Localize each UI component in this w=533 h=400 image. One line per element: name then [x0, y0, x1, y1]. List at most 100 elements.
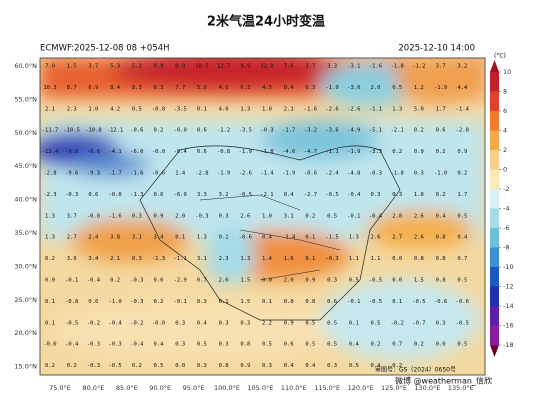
grid-value: 10.5 [195, 64, 208, 70]
grid-value: 1.2 [414, 85, 424, 91]
grid-value: 3.1 [132, 235, 142, 241]
grid-value: 6.3 [154, 85, 164, 91]
grid-value: 4.4 [457, 85, 468, 91]
grid-value: 2.0 [284, 278, 294, 284]
grid-value: 0.6 [88, 192, 98, 198]
colorbar-segment [490, 228, 499, 248]
grid-value: 3.1 [284, 213, 294, 219]
grid-value: -10.5 [63, 128, 80, 134]
grid-value: 0.2 [457, 171, 467, 177]
grid-value: -0.0 [108, 192, 121, 198]
grid-value: -0.6 [304, 171, 317, 177]
grid-value: -1.5 [325, 235, 338, 241]
grid-value: 1.0 [262, 106, 272, 112]
grid-value: 0.2 [45, 256, 55, 262]
grid-value: 0.5 [327, 320, 337, 326]
grid-value: -1.3 [130, 192, 143, 198]
lon-label: 105.0°E [247, 384, 273, 392]
colorbar-segment [490, 189, 499, 209]
grid-value: 4.2 [110, 106, 120, 112]
grid-value: 0.9 [457, 149, 467, 155]
grid-value: 3.4 [154, 235, 165, 241]
grid-value: -4.9 [347, 128, 360, 134]
grid-value: -0.8 [217, 149, 230, 155]
grid-value: 12.7 [217, 64, 230, 70]
grid-value: 1.5 [240, 278, 250, 284]
grid-value: -2.8 [195, 171, 208, 177]
grid-value: -0.1 [347, 299, 360, 305]
grid-value: 0.4 [349, 342, 360, 348]
grid-value: -1.2 [217, 128, 230, 134]
grid-value: -1.7 [108, 171, 121, 177]
grid-value: 2.6 [219, 278, 229, 284]
colorbar-label: 4 [503, 127, 507, 135]
grid-value: -0.3 [65, 192, 78, 198]
grid-value: -0.4 [130, 342, 144, 348]
grid-value: 0.7 [457, 256, 467, 262]
grid-value: 4.0 [219, 106, 229, 112]
grid-value: 0.1 [392, 299, 402, 305]
grid-value: 2.7 [392, 235, 402, 241]
approval: 审图号：GS（2024）0650号 [375, 366, 456, 374]
lat-label: 45.0°N [14, 162, 37, 170]
grid-value: 1.1 [349, 256, 359, 262]
grid-value: -0.3 [195, 213, 208, 219]
grid-value: -2.1 [391, 128, 404, 134]
grid-value: 0.3 [371, 192, 381, 198]
grid-value: 1.3 [392, 106, 402, 112]
grid-value: -1.9 [282, 171, 295, 177]
grid-value: 1.3 [45, 213, 55, 219]
grid-value: 0.8 [219, 363, 229, 369]
grid-value: -3.3 [369, 149, 382, 155]
grid-value: -6.0 [174, 192, 187, 198]
lon-label: 100.0°E [214, 384, 240, 392]
grid-value: -1.4 [260, 171, 274, 177]
colorbar-label: 10 [503, 68, 511, 76]
grid-value: 0.6 [154, 192, 164, 198]
grid-value: 0.5 [327, 213, 337, 219]
lat-label: 35.0°N [14, 229, 37, 237]
grid-value: 1.3 [240, 106, 250, 112]
grid-value: 1.5 [414, 278, 424, 284]
lat-label: 50.0°N [14, 129, 37, 137]
grid-value: 0.2 [45, 363, 55, 369]
grid-value: 0.6 [436, 128, 446, 134]
grid-value: 0.5 [457, 342, 467, 348]
grid-value: -0.4 [369, 213, 383, 219]
grid-value: 4.5 [262, 85, 272, 91]
grid-value: 0.9 [414, 149, 424, 155]
lon-label: 115.0°E [314, 384, 340, 392]
grid-value: -0.6 [434, 299, 447, 305]
grid-value: 0.5 [392, 85, 402, 91]
grid-value: 1.5 [240, 299, 250, 305]
grid-value: 0.3 [327, 363, 337, 369]
grid-value: 0.1 [45, 320, 55, 326]
grid-value: -0.5 [108, 363, 121, 369]
grid-value: -1.6 [304, 106, 317, 112]
grid-value: 2.6 [414, 235, 424, 241]
grid-value: 0.6 [327, 299, 337, 305]
grid-value: 0.3 [132, 213, 142, 219]
grid-value: 0.3 [197, 363, 207, 369]
grid-value: -2.9 [174, 278, 187, 284]
lon-label: 95.0°E [183, 384, 205, 392]
colorbar-segment [490, 247, 499, 268]
grid-value: -1.7 [282, 128, 295, 134]
grid-value: 2.3 [67, 106, 77, 112]
grid-value: -0.5 [412, 299, 425, 305]
grid-value: 0.8 [436, 235, 446, 241]
grid-value: -0.0 [152, 320, 165, 326]
grid-value: 0.5 [154, 363, 164, 369]
grid-value: -0.3 [325, 256, 338, 262]
grid-value: -0.8 [65, 299, 78, 305]
grid-value: 0.7 [392, 342, 402, 348]
grid-value: 1.0 [262, 213, 272, 219]
grid-value: 2.2 [262, 320, 272, 326]
grid-value: -1.0 [434, 171, 447, 177]
grid-value: -0.5 [369, 278, 382, 284]
colorbar-segment [490, 150, 499, 170]
grid-value: 2.8 [392, 213, 402, 219]
grid-value: 0.4 [284, 85, 295, 91]
valid-time: 2025-12-10 14:00 [398, 44, 475, 54]
